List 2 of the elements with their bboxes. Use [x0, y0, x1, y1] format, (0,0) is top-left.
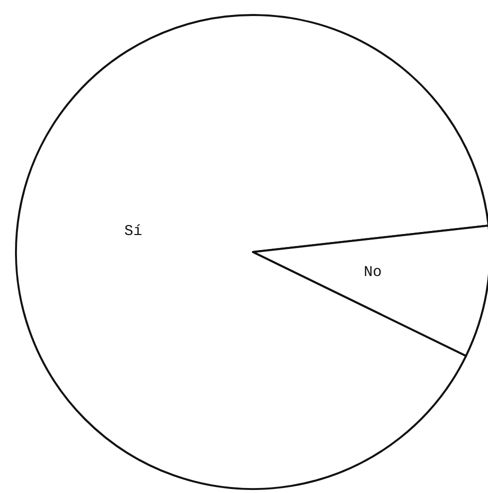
- slice-label: No: [364, 264, 382, 282]
- slice-label: Sí: [124, 222, 142, 240]
